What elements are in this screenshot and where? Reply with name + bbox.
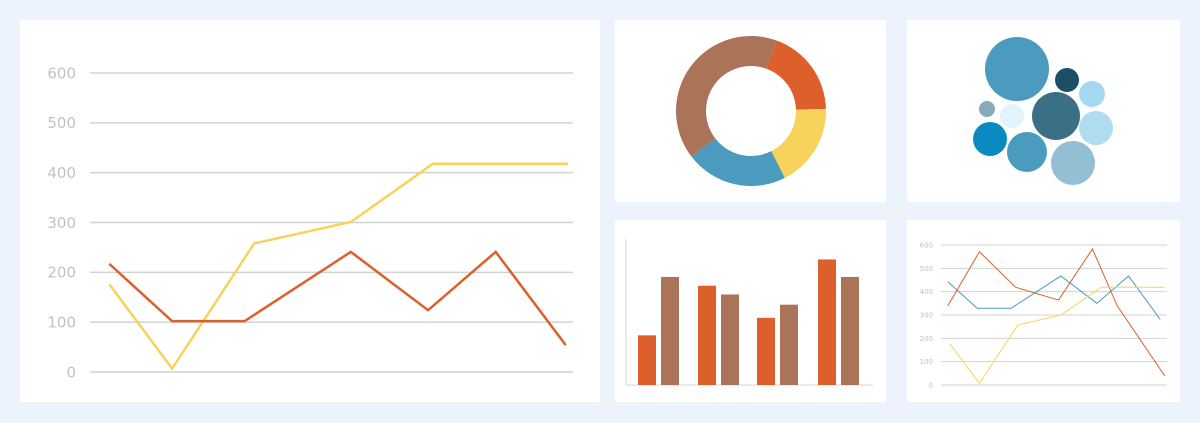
y-tick-label: 300 [920, 311, 933, 319]
bubble [1007, 132, 1047, 172]
bubble-chart [973, 37, 1113, 185]
y-tick-label: 400 [920, 288, 933, 296]
y-tick-label: 500 [47, 114, 76, 132]
donut-chart-panel [615, 20, 886, 202]
bar [780, 304, 798, 385]
bubble-chart-panel [907, 20, 1180, 202]
bar [638, 335, 656, 385]
y-tick-label: 200 [920, 335, 933, 343]
donut-chart [676, 35, 826, 187]
y-tick-label: 300 [47, 214, 76, 232]
series-line [947, 247, 1166, 377]
main-line-chart-panel: 0 100 200 300 400 500 600 [20, 20, 600, 402]
bar [841, 276, 859, 385]
bubble [1051, 141, 1095, 185]
bar [757, 317, 775, 385]
small-line-chart: 0 100 200 300 400 500 600 [920, 241, 1167, 389]
y-tick-label: 0 [66, 363, 76, 381]
bubble [1079, 111, 1113, 145]
y-tick-label: 500 [920, 265, 933, 273]
y-tick-label: 100 [47, 313, 76, 331]
donut-slice [676, 35, 777, 157]
bar [721, 294, 739, 385]
donut-slice [691, 138, 785, 187]
series-line [108, 250, 567, 346]
bubble [973, 122, 1007, 156]
bubble [985, 37, 1049, 101]
bar-chart [625, 239, 873, 386]
bubble [979, 101, 995, 117]
donut-slice [771, 108, 826, 178]
series-line [108, 162, 569, 371]
bar [661, 276, 679, 385]
bar-chart-panel [615, 220, 886, 402]
small-line-chart-panel: 0 100 200 300 400 500 600 [907, 220, 1180, 402]
bar [698, 285, 716, 385]
bubble [1055, 68, 1079, 92]
y-tick-label: 0 [929, 381, 933, 389]
series-line [949, 286, 1165, 385]
y-tick-label: 100 [920, 358, 933, 366]
series-line [947, 275, 1161, 320]
y-tick-label: 200 [47, 264, 76, 282]
y-tick-label: 400 [47, 164, 76, 182]
y-tick-label: 600 [47, 64, 76, 82]
bubble [1032, 92, 1080, 140]
donut-slice [766, 40, 826, 110]
main-line-chart: 0 100 200 300 400 500 600 [47, 64, 573, 381]
y-tick-label: 600 [920, 241, 933, 249]
bar [818, 259, 836, 385]
bubble [1079, 81, 1105, 107]
bubble [1000, 104, 1024, 128]
